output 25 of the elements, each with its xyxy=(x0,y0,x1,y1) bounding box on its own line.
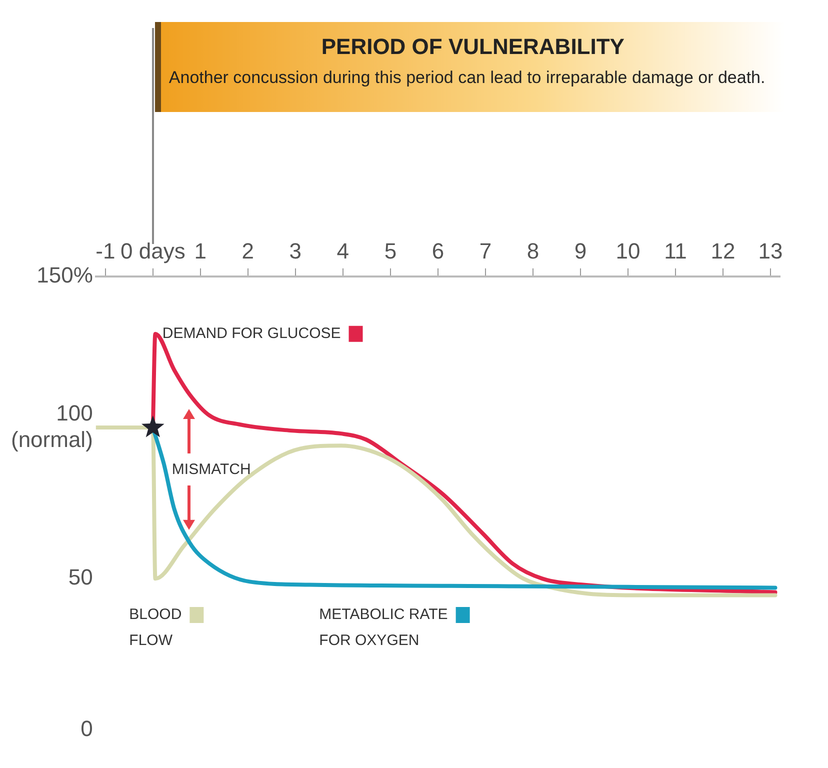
x-tick-label: 4 xyxy=(336,238,350,264)
legend-label: BLOOD FLOW xyxy=(129,606,182,650)
x-tick-label: 5 xyxy=(384,238,397,264)
x-tick-label: 10 xyxy=(616,238,640,264)
y-tick-label: 150% xyxy=(36,262,93,288)
x-tick-label: 6 xyxy=(432,238,444,264)
x-tick-label: 7 xyxy=(479,238,492,264)
y-tick-label: 50 xyxy=(68,564,93,590)
x-tick-label: 2 xyxy=(242,238,254,264)
chart-title: PERIOD OF VULNERABILITY xyxy=(320,34,626,60)
legend-label: DEMAND FOR GLUCOSE xyxy=(162,324,341,342)
chart-subtitle: Another concussion during this period can lead to irreparable damage or death. xyxy=(168,68,766,88)
y-tick-label: 100 (normal) xyxy=(10,400,93,452)
x-tick-label: -1 xyxy=(96,238,116,264)
annotation: MISMATCH xyxy=(172,460,251,478)
x-tick-label: 3 xyxy=(289,238,302,264)
x-tick-label: 8 xyxy=(526,238,540,264)
legend-label: METABOLIC RATE FOR OXYGEN xyxy=(319,606,448,650)
x-tick-label: 9 xyxy=(574,238,587,264)
x-tick-label: 1 xyxy=(194,238,207,264)
x-tick-label: 0 days xyxy=(120,238,186,264)
x-tick-label: 11 xyxy=(664,238,687,264)
y-tick-label: 0 xyxy=(80,716,93,741)
x-tick-label: 13 xyxy=(758,238,783,264)
x-tick-label: 12 xyxy=(710,238,736,264)
